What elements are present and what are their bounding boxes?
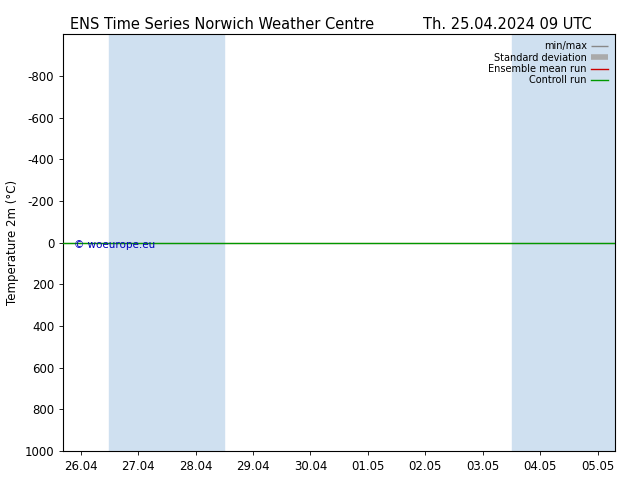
Y-axis label: Temperature 2m (°C): Temperature 2m (°C) <box>6 180 19 305</box>
Text: ENS Time Series Norwich Weather Centre: ENS Time Series Norwich Weather Centre <box>70 17 374 32</box>
Bar <box>110 34 224 451</box>
Text: © woeurope.eu: © woeurope.eu <box>74 241 156 250</box>
Legend: min/max, Standard deviation, Ensemble mean run, Controll run: min/max, Standard deviation, Ensemble me… <box>486 39 610 87</box>
Bar <box>512 34 626 451</box>
Text: Th. 25.04.2024 09 UTC: Th. 25.04.2024 09 UTC <box>423 17 592 32</box>
